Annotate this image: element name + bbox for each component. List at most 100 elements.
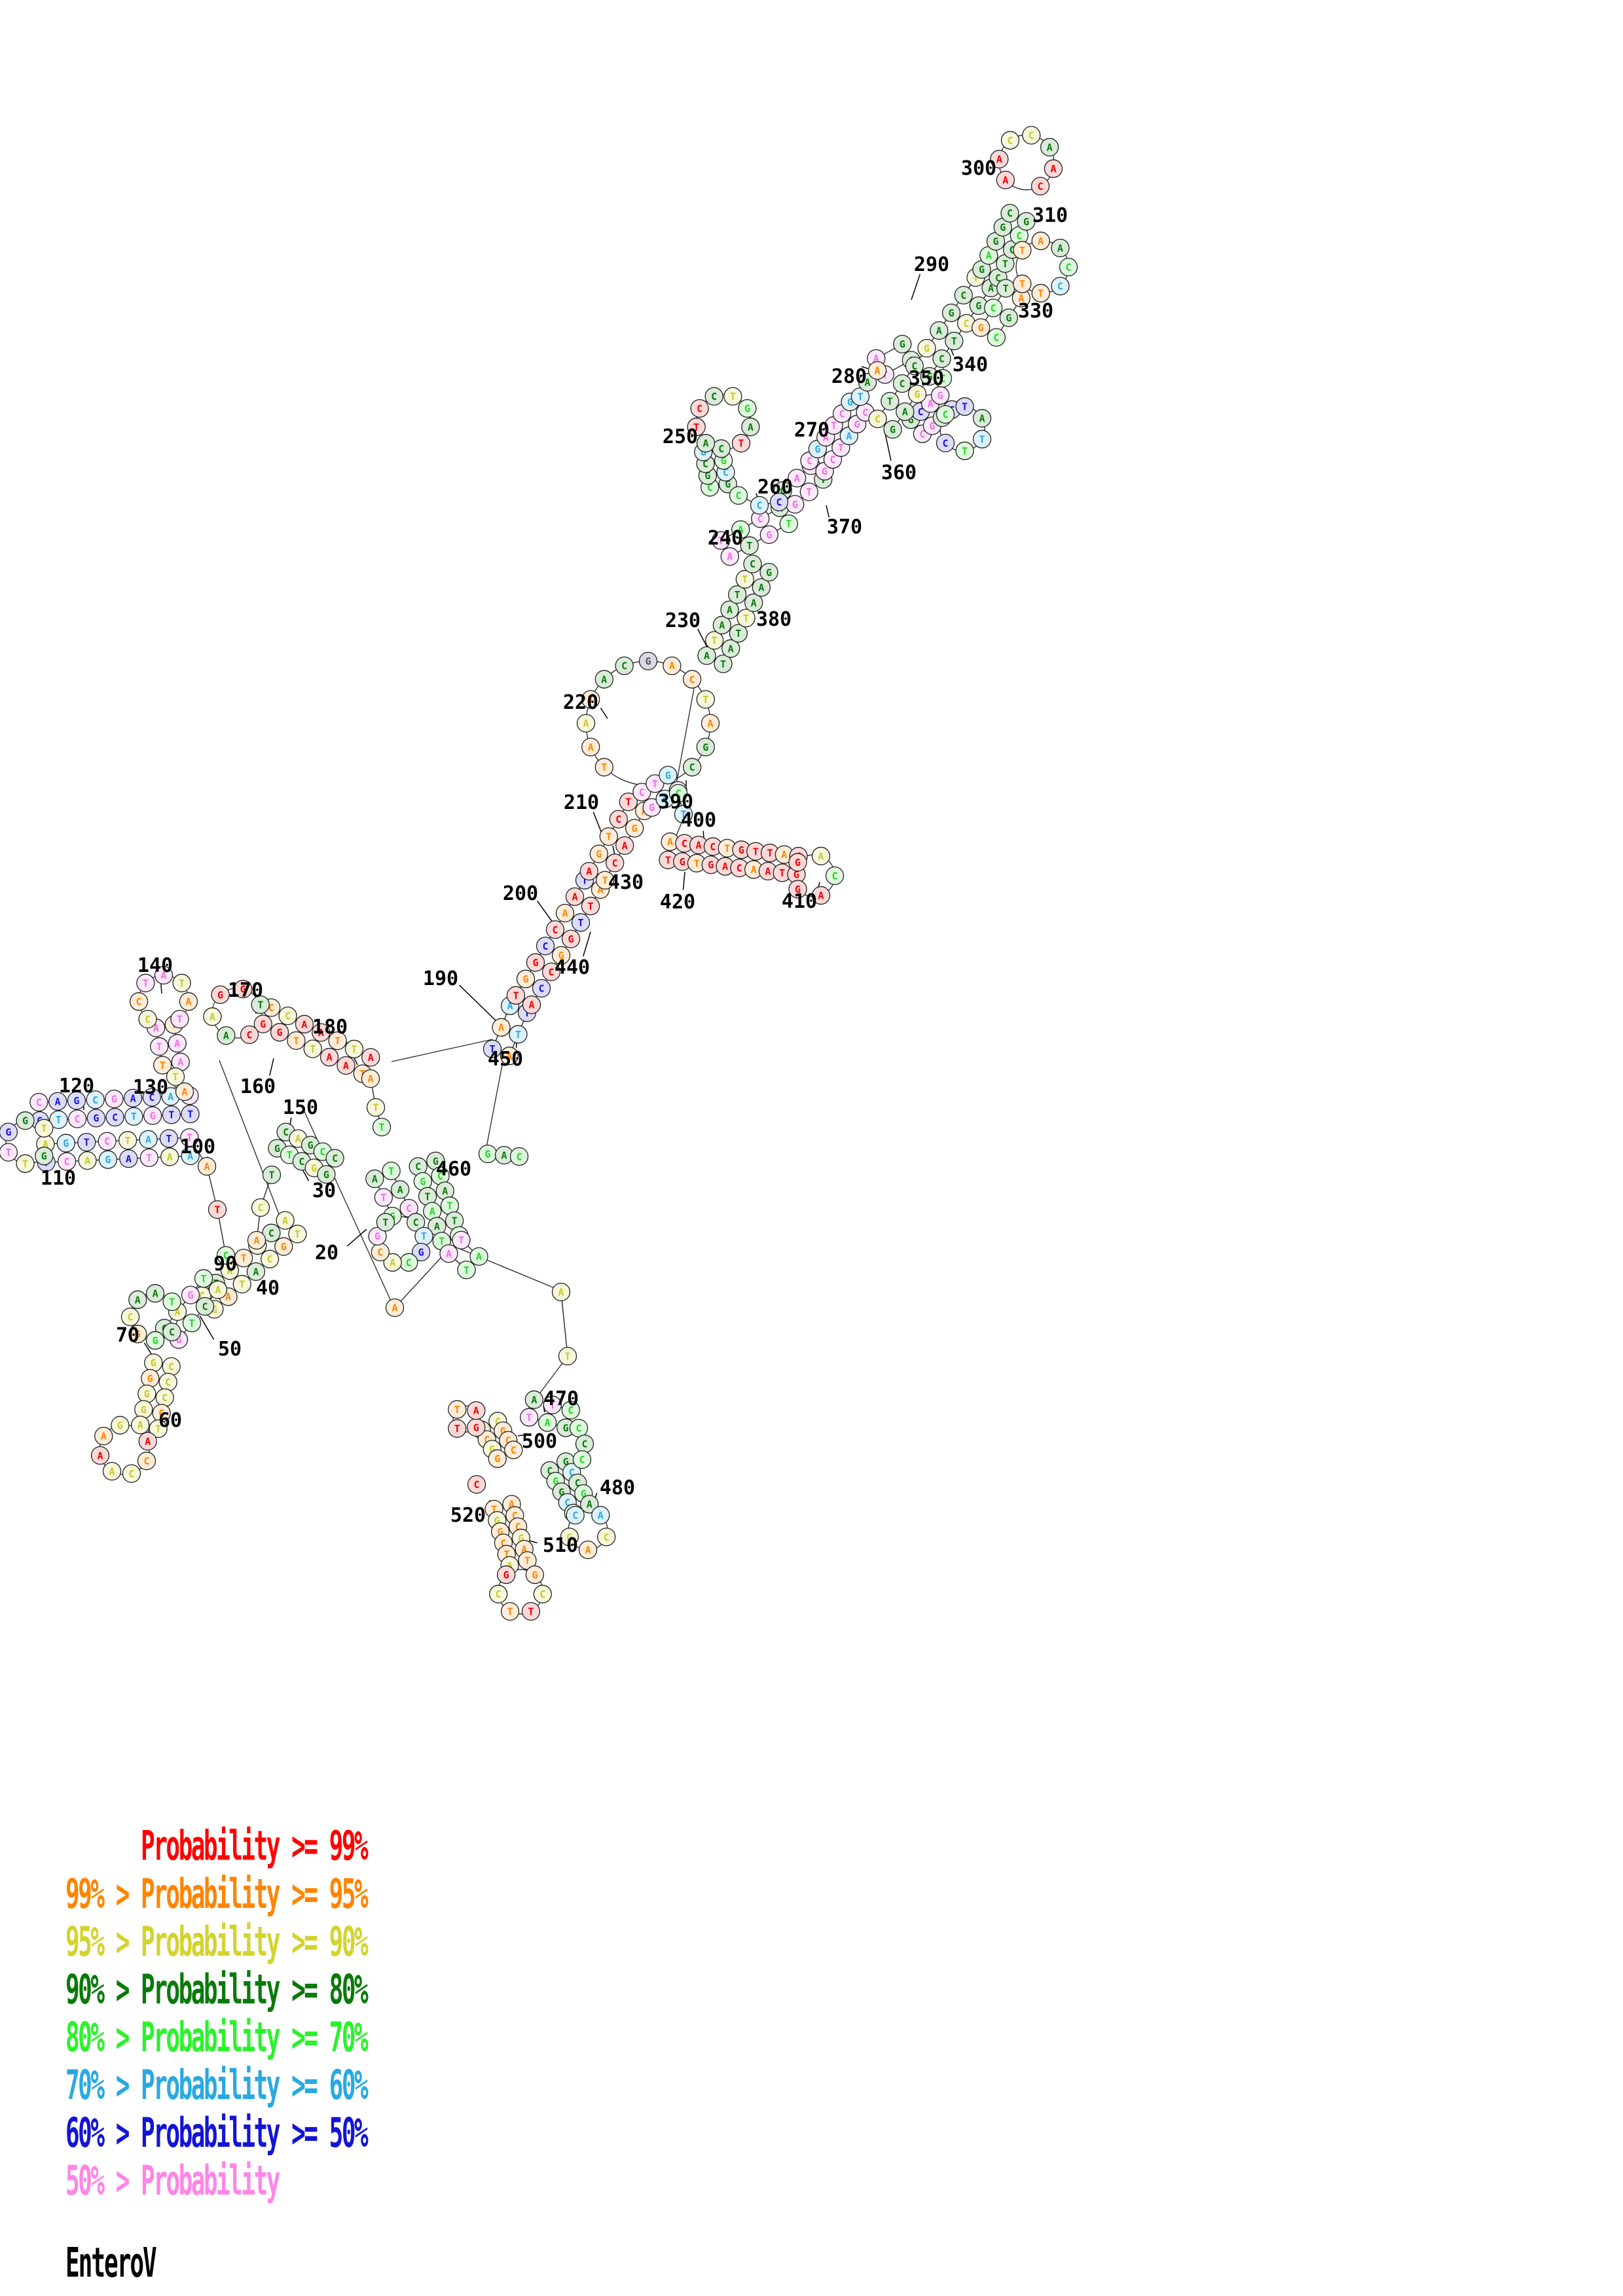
svg-text:A: A xyxy=(101,1431,107,1443)
svg-text:A: A xyxy=(996,154,1002,166)
svg-text:G: G xyxy=(144,1388,150,1400)
svg-text:T: T xyxy=(702,694,708,706)
svg-text:190: 190 xyxy=(423,967,458,990)
svg-text:C: C xyxy=(165,1376,171,1388)
svg-text:520: 520 xyxy=(450,1504,486,1527)
svg-text:400: 400 xyxy=(681,809,716,832)
svg-text:C: C xyxy=(267,1253,273,1265)
svg-text:110: 110 xyxy=(41,1167,76,1190)
svg-text:A: A xyxy=(873,353,879,365)
svg-text:G: G xyxy=(795,857,801,869)
svg-text:T: T xyxy=(779,867,785,879)
svg-text:T: T xyxy=(665,854,671,866)
svg-text:C: C xyxy=(169,1327,175,1338)
svg-text:G: G xyxy=(744,403,750,415)
svg-text:A: A xyxy=(583,718,589,730)
svg-text:C: C xyxy=(604,1532,610,1543)
svg-text:G: G xyxy=(914,388,920,400)
svg-text:C: C xyxy=(960,290,966,302)
svg-text:C: C xyxy=(136,996,142,1008)
svg-text:T: T xyxy=(447,1200,452,1212)
svg-text:T: T xyxy=(513,990,519,1001)
svg-text:A: A xyxy=(145,1436,151,1448)
svg-text:A: A xyxy=(55,1096,61,1107)
svg-text:T: T xyxy=(693,422,699,433)
svg-text:C: C xyxy=(406,1203,412,1215)
svg-text:G: G xyxy=(277,1027,283,1039)
svg-text:T: T xyxy=(806,486,812,498)
svg-text:T: T xyxy=(382,1217,388,1229)
svg-text:A: A xyxy=(728,643,734,655)
svg-text:G: G xyxy=(147,1372,153,1384)
svg-text:G: G xyxy=(240,984,246,996)
svg-text:G: G xyxy=(498,1526,503,1538)
svg-text:A: A xyxy=(225,1291,231,1303)
svg-text:A: A xyxy=(572,891,577,903)
svg-text:A: A xyxy=(794,473,800,484)
svg-text:A: A xyxy=(167,1151,173,1163)
svg-text:G: G xyxy=(739,844,744,856)
svg-text:T: T xyxy=(838,442,844,454)
svg-text:A: A xyxy=(327,1052,333,1064)
svg-text:A: A xyxy=(282,1215,288,1227)
svg-text:A: A xyxy=(988,282,994,294)
svg-text:T: T xyxy=(125,1135,131,1147)
svg-text:T: T xyxy=(214,1204,220,1216)
svg-text:T: T xyxy=(22,1158,28,1170)
svg-text:C: C xyxy=(621,660,627,672)
svg-text:C: C xyxy=(552,924,558,936)
svg-text:C: C xyxy=(162,1392,168,1404)
svg-text:T: T xyxy=(973,272,979,284)
svg-text:300: 300 xyxy=(961,157,996,180)
svg-text:C: C xyxy=(612,857,618,869)
svg-text:T: T xyxy=(588,694,594,706)
svg-text:T: T xyxy=(388,1166,394,1177)
svg-text:C: C xyxy=(1007,207,1013,219)
svg-text:C: C xyxy=(707,482,713,493)
svg-text:G: G xyxy=(105,1154,111,1166)
svg-text:30: 30 xyxy=(312,1179,336,1202)
svg-text:C: C xyxy=(919,428,925,440)
legend-row: 95% > Probability >= 90% xyxy=(65,1919,369,1966)
svg-text:C: C xyxy=(575,1477,581,1489)
svg-text:C: C xyxy=(413,1217,419,1229)
legend-row: 60% > Probability >= 50% xyxy=(65,2110,369,2157)
svg-text:A: A xyxy=(902,406,908,418)
svg-text:T: T xyxy=(155,1423,161,1435)
svg-text:C: C xyxy=(942,409,948,421)
svg-text:C: C xyxy=(702,458,708,470)
legend-row: 99% > Probability >= 95% xyxy=(65,1871,369,1918)
svg-text:A: A xyxy=(586,866,592,878)
svg-text:C: C xyxy=(92,1094,98,1106)
svg-text:C: C xyxy=(995,272,1001,284)
svg-text:A: A xyxy=(210,1011,215,1023)
svg-text:A: A xyxy=(531,1394,537,1406)
svg-text:A: A xyxy=(301,1018,307,1030)
svg-text:G: G xyxy=(563,1422,569,1434)
svg-text:T: T xyxy=(257,999,263,1011)
svg-text:T: T xyxy=(524,1007,530,1019)
svg-text:T: T xyxy=(5,1147,11,1158)
svg-text:A: A xyxy=(1038,236,1044,247)
svg-text:G: G xyxy=(274,1143,280,1155)
svg-text:C: C xyxy=(495,1416,501,1427)
svg-text:G: G xyxy=(63,1138,69,1149)
svg-text:T: T xyxy=(160,1060,166,1071)
svg-text:G: G xyxy=(553,1476,558,1488)
svg-text:T: T xyxy=(718,535,724,547)
svg-text:G: G xyxy=(704,470,710,482)
svg-text:G: G xyxy=(725,478,731,490)
svg-text:A: A xyxy=(585,1545,591,1556)
svg-text:A: A xyxy=(145,1134,151,1145)
svg-text:A: A xyxy=(177,1056,183,1068)
svg-text:C: C xyxy=(319,1146,325,1158)
svg-text:A: A xyxy=(928,398,934,410)
svg-text:T: T xyxy=(490,1043,496,1055)
svg-text:C: C xyxy=(830,454,835,465)
svg-text:T: T xyxy=(310,1043,316,1055)
svg-text:C: C xyxy=(575,1423,581,1435)
svg-text:G: G xyxy=(701,446,706,458)
svg-text:G: G xyxy=(484,1149,490,1160)
svg-text:T: T xyxy=(84,1137,90,1149)
svg-text:A: A xyxy=(696,839,702,851)
